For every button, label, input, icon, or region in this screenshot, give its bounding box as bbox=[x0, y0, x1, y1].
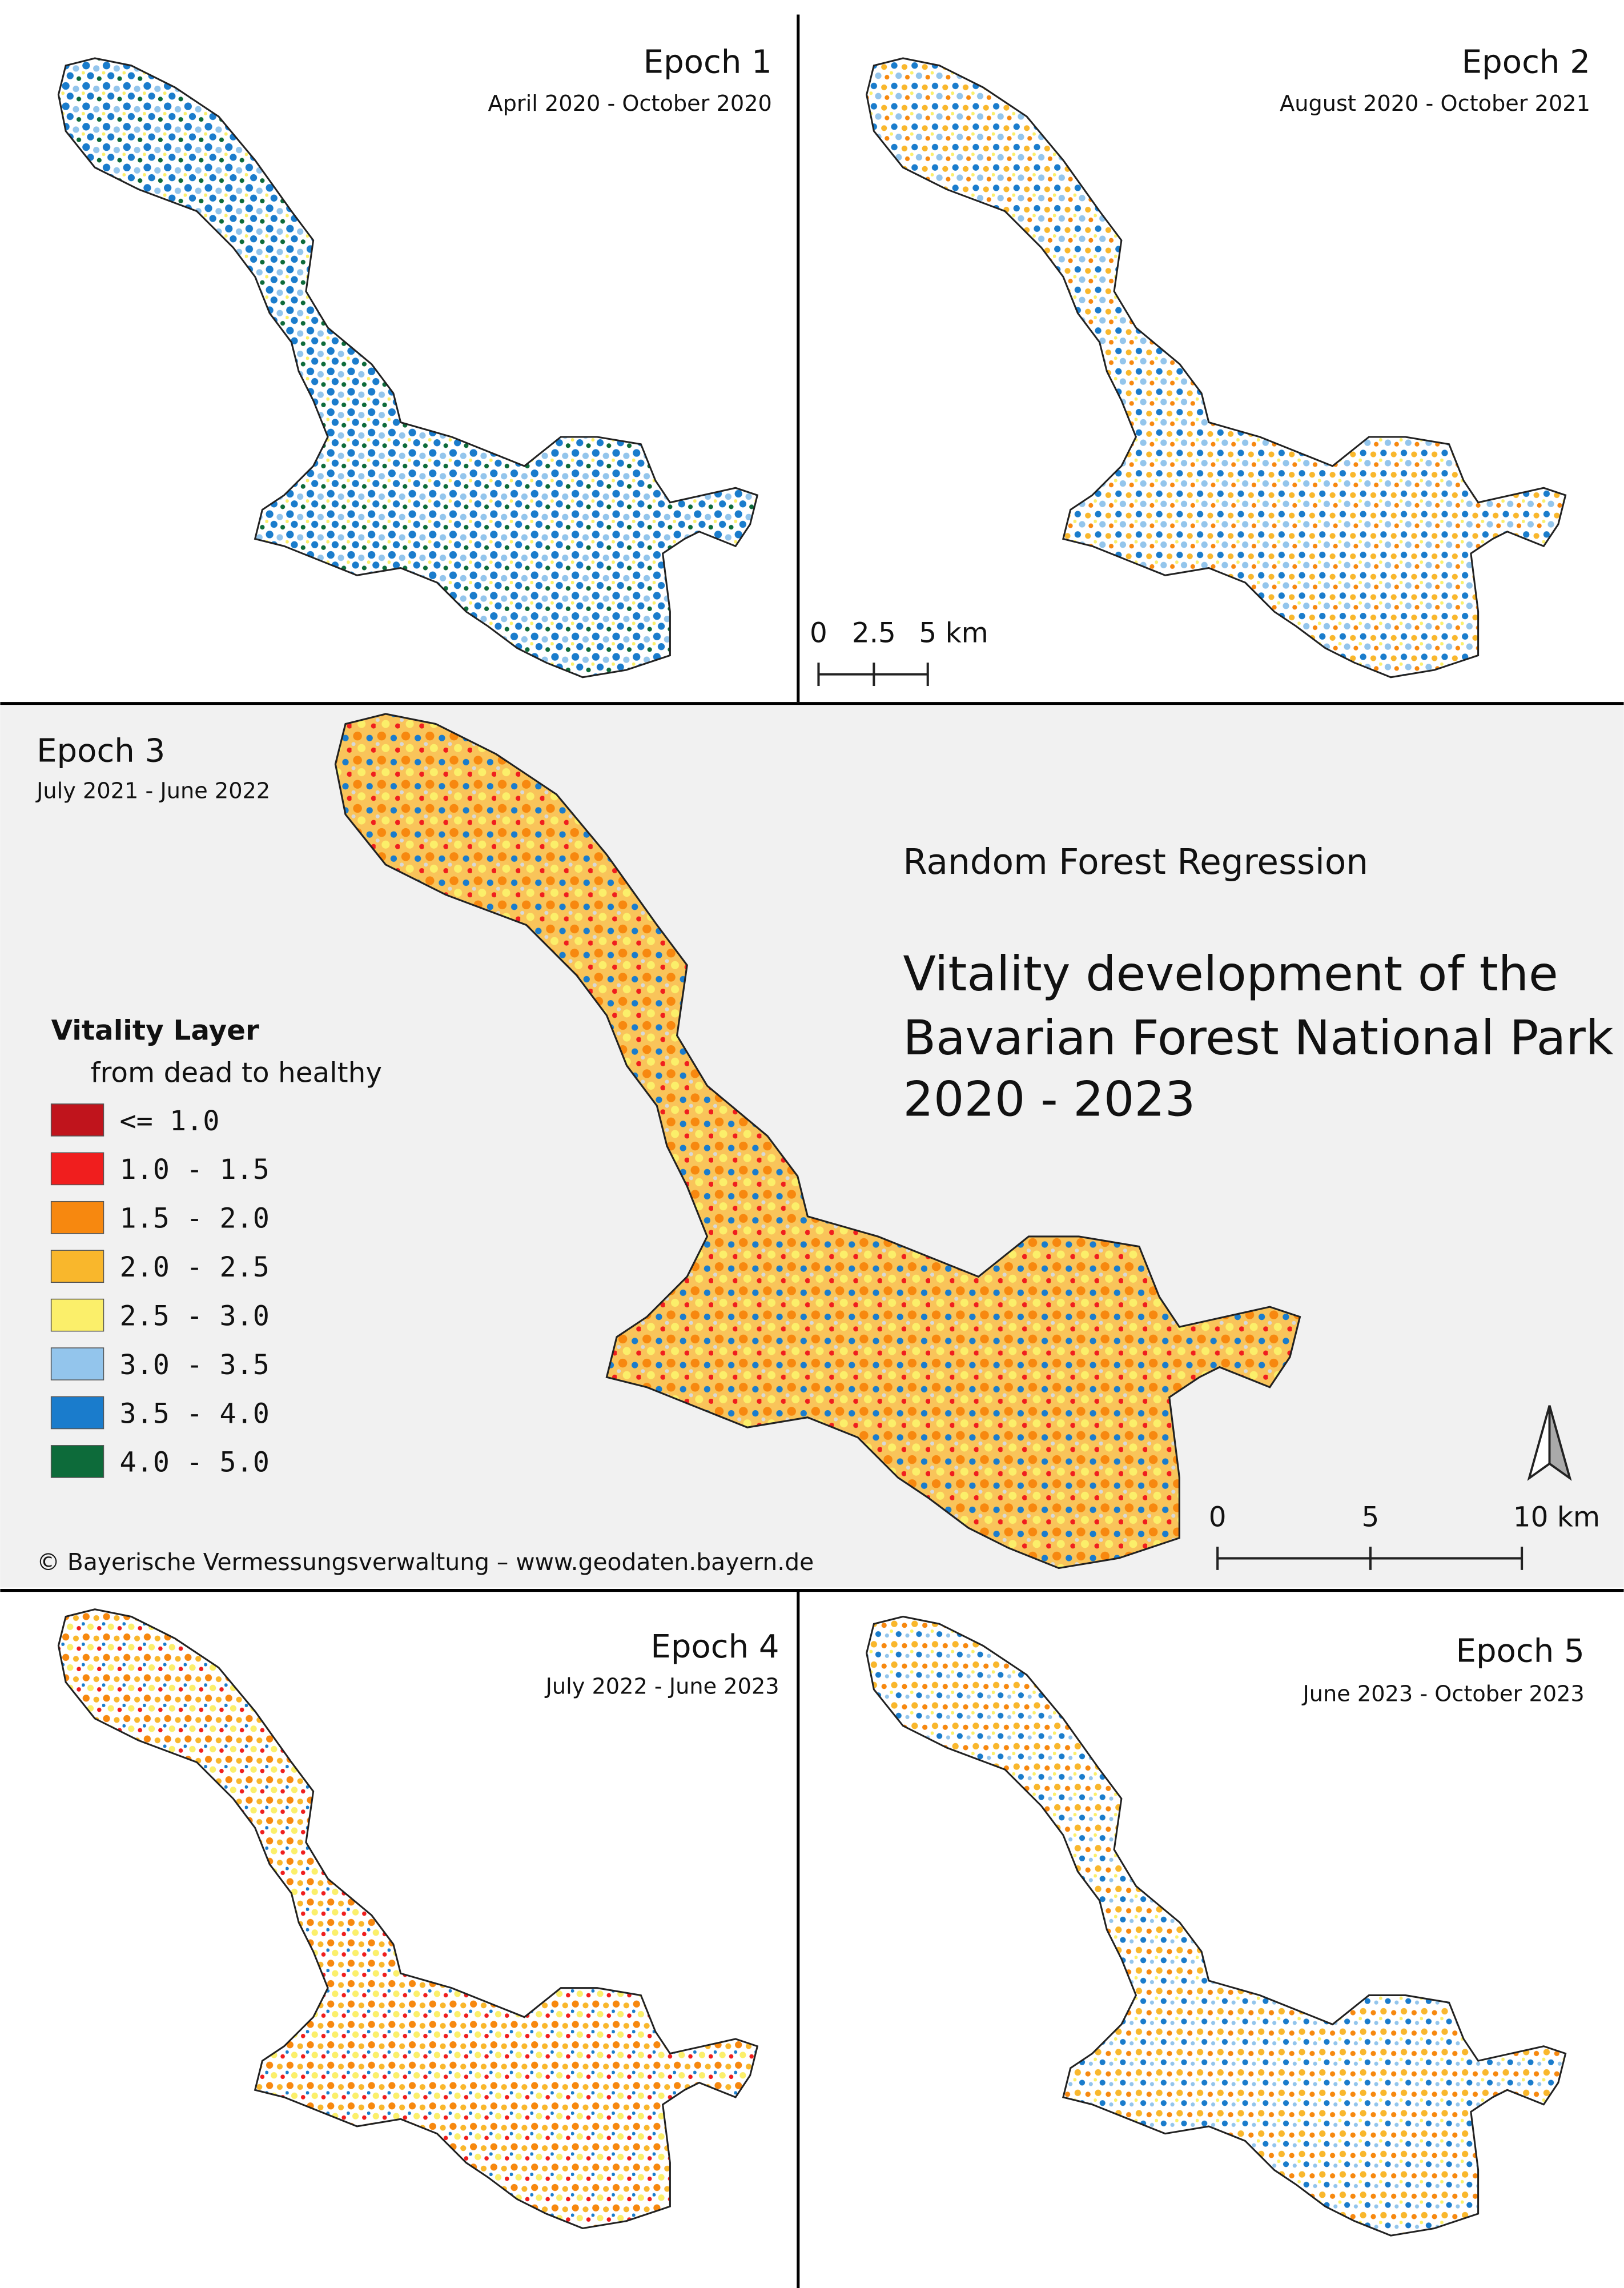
legend-label: 1.0 - 1.5 bbox=[119, 1154, 269, 1186]
epoch-name: Epoch 1 bbox=[644, 43, 772, 81]
epoch-period: August 2020 - October 2021 bbox=[1280, 91, 1590, 117]
legend-swatch bbox=[50, 1298, 104, 1332]
scale-label: 10 km bbox=[1513, 1501, 1600, 1533]
legend-label: 4.0 - 5.0 bbox=[119, 1447, 269, 1479]
title-line: Bavarian Forest National Park bbox=[903, 1010, 1613, 1066]
legend-label: 2.5 - 3.0 bbox=[119, 1300, 269, 1332]
scale-bar bbox=[817, 663, 1523, 1570]
map-epoch-1 bbox=[57, 57, 758, 679]
map-epoch-4 bbox=[57, 1608, 758, 2229]
legend-swatch bbox=[50, 1250, 104, 1283]
scale-label: 5 km bbox=[919, 617, 988, 649]
epoch-period: July 2022 - June 2023 bbox=[545, 1675, 779, 1700]
legend-swatch bbox=[50, 1396, 104, 1430]
epoch-period: June 2023 - October 2023 bbox=[1301, 1681, 1584, 1707]
legend-label: 1.5 - 2.0 bbox=[119, 1203, 269, 1235]
north-arrow bbox=[1527, 1405, 1572, 1481]
hillshade-light bbox=[0, 705, 1624, 1588]
legend-swatch bbox=[50, 1201, 104, 1234]
legend-title: Vitality Layer bbox=[51, 1015, 259, 1047]
epoch-name: Epoch 3 bbox=[37, 733, 165, 770]
epoch-name: Epoch 5 bbox=[1456, 1633, 1585, 1670]
credit: © Bayerische Vermessungsverwaltung – www… bbox=[37, 1548, 814, 1576]
map-epoch-2 bbox=[866, 57, 1567, 679]
scale-label: 0 bbox=[810, 617, 827, 649]
epoch-name: Epoch 2 bbox=[1462, 43, 1590, 81]
method: Random Forest Regression bbox=[903, 842, 1368, 882]
legend-swatch bbox=[50, 1103, 104, 1137]
legend-label: 3.5 - 4.0 bbox=[119, 1398, 269, 1430]
epoch-name: Epoch 4 bbox=[650, 1628, 779, 1665]
legend-swatch bbox=[50, 1445, 104, 1478]
epoch-period: July 2021 - June 2022 bbox=[35, 778, 270, 804]
scale-label: 5 bbox=[1361, 1501, 1379, 1533]
title-line: 2020 - 2023 bbox=[903, 1071, 1195, 1127]
map-epoch-5 bbox=[866, 1615, 1567, 2237]
title-line: Vitality development of the bbox=[903, 946, 1558, 1002]
legend-label: <= 1.0 bbox=[119, 1105, 219, 1137]
legend-label: 3.0 - 3.5 bbox=[119, 1349, 269, 1381]
legend-subtitle: from dead to healthy bbox=[90, 1057, 382, 1089]
legend-swatch bbox=[50, 1347, 104, 1380]
legend-swatch bbox=[50, 1152, 104, 1186]
scale-label: 2.5 bbox=[852, 617, 896, 649]
scale-label: 0 bbox=[1209, 1501, 1227, 1533]
legend-label: 2.0 - 2.5 bbox=[119, 1251, 269, 1283]
epoch-period: April 2020 - October 2020 bbox=[488, 91, 771, 117]
